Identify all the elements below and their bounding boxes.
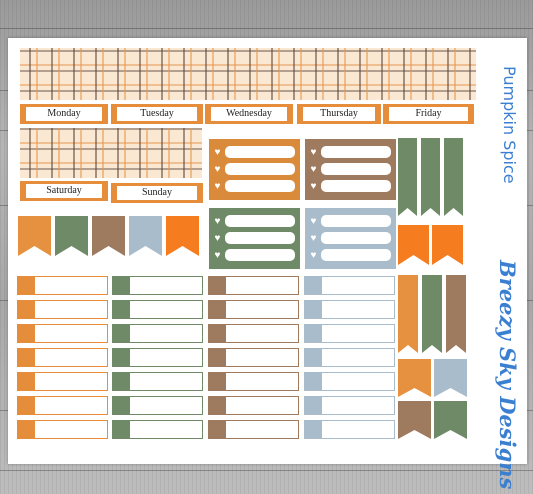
day-label-friday: Friday	[383, 104, 474, 124]
sunday-text: Sunday	[117, 186, 197, 200]
heart-list-box-orange: ♥ ♥ ♥	[209, 139, 300, 200]
checkbox-sticker-green	[112, 396, 203, 415]
pennant-brown	[92, 216, 125, 256]
heart-icon: ♥	[310, 216, 317, 227]
checkbox-sticker-orange	[17, 300, 108, 319]
day-label-monday: Monday	[20, 104, 108, 124]
checkbox-sticker-orange	[17, 396, 108, 415]
plaid-banner-weekend	[20, 128, 202, 178]
heart-icon: ♥	[310, 181, 317, 192]
day-label-tuesday: Tuesday	[111, 104, 203, 124]
monday-text: Monday	[26, 107, 102, 121]
pennant-bright-orange	[166, 216, 199, 256]
saturday-text: Saturday	[26, 184, 102, 198]
checkbox-sticker-green	[112, 324, 203, 343]
checkbox-sticker-green	[112, 372, 203, 391]
heart-icon: ♥	[214, 147, 221, 158]
wednesday-text: Wednesday	[211, 107, 287, 121]
checkbox-sticker-blue	[304, 420, 395, 439]
checkbox-sticker-green	[112, 420, 203, 439]
day-label-wednesday: Wednesday	[205, 104, 293, 124]
small-flags-grid	[398, 359, 467, 439]
tuesday-text: Tuesday	[117, 107, 197, 121]
heart-icon: ♥	[214, 233, 221, 244]
heart-list-box-brown: ♥ ♥ ♥	[305, 139, 396, 200]
heart-icon: ♥	[214, 250, 221, 261]
tall-flags-green	[398, 138, 463, 216]
checkbox-sticker-blue	[304, 300, 395, 319]
plaid-banner-top	[20, 48, 476, 100]
brand-logo-text: Breezy Sky Designs	[495, 260, 520, 490]
day-label-saturday: Saturday	[20, 181, 108, 201]
day-label-sunday: Sunday	[111, 183, 203, 203]
friday-text: Friday	[389, 107, 468, 121]
heart-icon: ♥	[214, 181, 221, 192]
sticker-sheet: Monday Tuesday Wednesday Thursday Friday…	[8, 38, 527, 489]
heart-icon: ♥	[310, 147, 317, 158]
short-flags-orange	[398, 225, 463, 265]
heart-list-box-green: ♥ ♥ ♥	[209, 208, 300, 269]
checkbox-sticker-brown	[208, 420, 299, 439]
heart-icon: ♥	[214, 216, 221, 227]
checkbox-sticker-brown	[208, 300, 299, 319]
day-label-thursday: Thursday	[297, 104, 381, 124]
pennant-flags-row	[18, 216, 199, 256]
checkbox-sticker-brown	[208, 348, 299, 367]
checkbox-sticker-blue	[304, 348, 395, 367]
checkbox-sticker-orange	[17, 324, 108, 343]
checkbox-sticker-blue	[304, 324, 395, 343]
heart-icon: ♥	[310, 164, 317, 175]
checkbox-sticker-green	[112, 348, 203, 367]
checkbox-sticker-orange	[17, 372, 108, 391]
checkbox-sticker-blue	[304, 396, 395, 415]
checkbox-sticker-blue	[304, 372, 395, 391]
pumpkin-spice-title: Pumpkin Spice	[500, 66, 519, 184]
checkbox-sticker-orange	[17, 276, 108, 295]
thursday-text: Thursday	[303, 107, 375, 121]
heart-icon: ♥	[310, 250, 317, 261]
checkbox-sticker-orange	[17, 420, 108, 439]
heart-icon: ♥	[310, 233, 317, 244]
tall-flags-mixed	[398, 275, 466, 353]
checkbox-sticker-brown	[208, 396, 299, 415]
checkbox-sticker-brown	[208, 372, 299, 391]
pennant-blue	[129, 216, 162, 256]
checkbox-sticker-green	[112, 276, 203, 295]
pennant-green	[55, 216, 88, 256]
checkbox-sticker-green	[112, 300, 203, 319]
heart-icon: ♥	[214, 164, 221, 175]
pennant-orange	[18, 216, 51, 256]
heart-list-box-blue: ♥ ♥ ♥	[305, 208, 396, 269]
checkbox-sticker-brown	[208, 276, 299, 295]
checkbox-sticker-orange	[17, 348, 108, 367]
checkbox-sticker-brown	[208, 324, 299, 343]
checkbox-sticker-blue	[304, 276, 395, 295]
